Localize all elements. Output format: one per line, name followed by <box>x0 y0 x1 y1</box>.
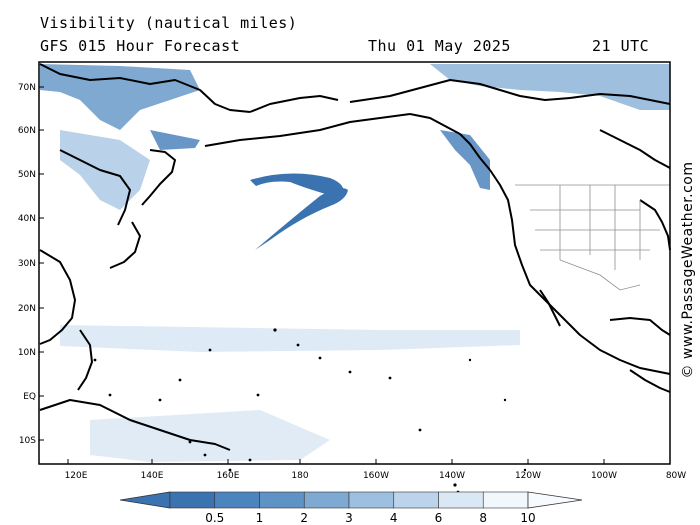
lat-ticks <box>39 86 44 441</box>
lon-label-160e: 160E <box>217 471 240 481</box>
colorbar-labels: 0.5 1 2 3 4 6 8 10 <box>205 511 535 525</box>
fog-band-tropics <box>60 325 520 352</box>
forecast-time: 21 UTC <box>592 37 650 55</box>
lat-label-eq: EQ <box>23 392 36 402</box>
coast-okhotsk <box>59 149 131 226</box>
fog-patch-arctic-west <box>40 64 200 130</box>
lat-labels: 70N 60N 50N 40N 30N 20N 10N EQ 10S <box>18 83 36 446</box>
colorbar-label: 2 <box>300 511 308 525</box>
coast-japan <box>109 221 141 269</box>
colorbar-label: 10 <box>520 511 535 525</box>
lon-label-180: 180 <box>291 471 308 481</box>
visibility-shading <box>40 64 670 462</box>
lon-label-120e: 120E <box>65 471 88 481</box>
colorbar-segment <box>303 491 350 509</box>
fog-patch-bering <box>150 130 200 150</box>
lon-labels: 120E 140E 160E 180 160W 140W 120W 100W 8… <box>65 471 687 481</box>
fog-patch-south-pacific <box>90 410 330 462</box>
coast-alaska <box>349 79 571 103</box>
lon-label-140e: 140E <box>141 471 164 481</box>
colorbar-label: 3 <box>345 511 353 525</box>
colorbar-segment <box>214 491 260 509</box>
colorbar-label: 6 <box>435 511 443 525</box>
lon-label-120w: 120W <box>515 471 541 481</box>
credit-watermark: © www.PassageWeather.com <box>680 161 696 379</box>
colorbar-segment <box>259 491 305 509</box>
lon-label-100w: 100W <box>591 471 617 481</box>
colorbar-segment <box>348 491 395 509</box>
coast-central-america <box>629 369 671 393</box>
colorbar-left-arrow <box>119 491 171 509</box>
lat-label-20n: 20N <box>18 304 36 314</box>
colorbar-segments <box>169 491 529 509</box>
colorbar-label: 8 <box>479 511 487 525</box>
fog-streak-north-pacific-1 <box>250 173 344 198</box>
colorbar-label: 1 <box>256 511 264 525</box>
colorbar: 0.5 1 2 3 4 6 8 10 <box>119 491 583 525</box>
colorbar-segment <box>393 491 439 509</box>
forecast-label: GFS 015 Hour Forecast <box>40 37 241 55</box>
coast-philippines <box>77 329 93 391</box>
lon-ticks <box>67 459 671 464</box>
lon-label-160w: 160W <box>363 471 389 481</box>
coast-gulf-alaska <box>409 113 491 171</box>
colorbar-label: 4 <box>390 511 398 525</box>
forecast-date: Thu 01 May 2025 <box>368 37 511 55</box>
fog-patch-arctic-east <box>430 64 670 110</box>
colorbar-right-arrow <box>527 491 583 509</box>
fog-patch-gulf-alaska <box>440 130 490 190</box>
lat-label-30n: 30N <box>18 259 36 269</box>
coast-hudson <box>599 129 671 169</box>
coast-canada-arctic <box>569 93 671 105</box>
coast-baja <box>539 289 561 327</box>
fog-patch-siberia <box>60 130 150 210</box>
map-title: Visibility (nautical miles) <box>40 14 298 32</box>
colorbar-label: 0.5 <box>205 511 224 525</box>
coast-china <box>39 249 76 345</box>
lat-label-60n: 60N <box>18 126 36 136</box>
lat-label-70n: 70N <box>18 83 36 93</box>
coast-chukotka <box>249 95 339 113</box>
coast-indonesia <box>39 399 231 451</box>
colorbar-segment <box>438 491 484 509</box>
lon-label-140w: 140W <box>439 471 465 481</box>
coast-aleutians <box>204 113 411 147</box>
lat-label-10s: 10S <box>19 436 36 446</box>
lat-label-10n: 10N <box>18 348 36 358</box>
coast-kamchatka <box>141 149 176 206</box>
colorbar-segment <box>482 491 529 509</box>
lat-label-50n: 50N <box>18 170 36 180</box>
fog-streak-north-pacific-2 <box>255 188 348 250</box>
colorbar-segment <box>169 491 216 509</box>
coast-asia-arctic <box>39 63 251 113</box>
coast-us-east <box>639 199 671 251</box>
islands <box>93 328 527 494</box>
us-borders <box>515 184 670 291</box>
coastlines <box>39 63 671 451</box>
lon-label-80w: 80W <box>666 471 686 481</box>
coast-gulf-mexico <box>609 317 671 336</box>
lat-label-40n: 40N <box>18 214 36 224</box>
coast-bc-us-west <box>489 169 671 375</box>
